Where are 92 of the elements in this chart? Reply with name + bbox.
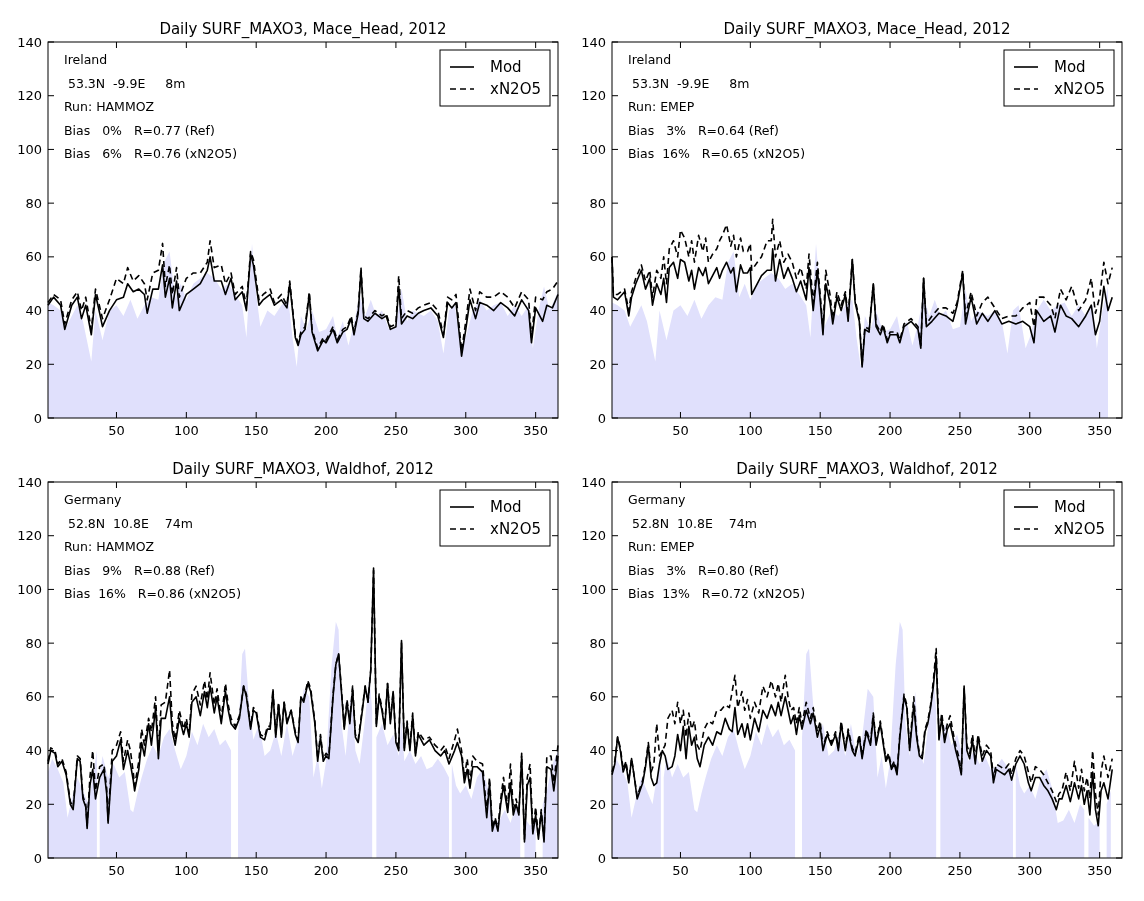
x-tick-label: 350 bbox=[1087, 423, 1113, 438]
y-tick-label: 100 bbox=[17, 581, 42, 597]
x-tick-label: 250 bbox=[383, 863, 409, 878]
x-tick-label: 300 bbox=[453, 863, 479, 878]
x-tick-label: 250 bbox=[947, 863, 973, 878]
y-tick-label: 100 bbox=[581, 141, 606, 157]
y-tick-label: 80 bbox=[25, 635, 42, 651]
y-tick-label: 0 bbox=[597, 850, 606, 866]
y-tick-label: 80 bbox=[589, 635, 606, 651]
annotation: Bias 16% R=0.86 (xN2O5) bbox=[64, 586, 242, 601]
annotation: 52.8N 10.8E 74m bbox=[64, 515, 193, 531]
y-tick-label: 0 bbox=[33, 850, 42, 866]
x-tick-label: 50 bbox=[672, 423, 689, 438]
y-tick-label: 60 bbox=[589, 249, 606, 265]
annotation: 53.3N -9.9E 8m bbox=[628, 75, 750, 91]
chart-title: Daily SURF_MAXO3, Mace_Head, 2012 bbox=[159, 20, 447, 39]
x-tick-label: 100 bbox=[173, 423, 199, 438]
annotation: Germany bbox=[64, 492, 123, 507]
legend-label: Mod bbox=[490, 58, 522, 76]
x-tick-label: 100 bbox=[173, 863, 199, 878]
y-tick-label: 120 bbox=[581, 88, 606, 104]
legend-label: xN2O5 bbox=[1054, 80, 1105, 98]
y-tick-label: 140 bbox=[581, 474, 606, 490]
y-tick-label: 120 bbox=[17, 528, 42, 544]
y-tick-label: 40 bbox=[25, 743, 42, 759]
x-tick-label: 250 bbox=[947, 423, 973, 438]
y-tick-label: 60 bbox=[25, 689, 42, 705]
annotation: 53.3N -9.9E 8m bbox=[64, 75, 186, 91]
x-tick-label: 50 bbox=[672, 863, 689, 878]
legend-label: xN2O5 bbox=[490, 520, 541, 538]
annotation: Run: EMEP bbox=[628, 539, 695, 554]
legend-label: xN2O5 bbox=[490, 80, 541, 98]
y-tick-label: 40 bbox=[25, 303, 42, 319]
chart-title: Daily SURF_MAXO3, Waldhof, 2012 bbox=[736, 460, 998, 479]
x-tick-label: 150 bbox=[243, 423, 269, 438]
y-tick-label: 20 bbox=[25, 796, 42, 812]
y-tick-label: 60 bbox=[25, 249, 42, 265]
y-tick-label: 60 bbox=[589, 689, 606, 705]
annotation: Bias 9% R=0.88 (Ref) bbox=[64, 562, 215, 578]
annotation: Ireland bbox=[628, 52, 672, 67]
x-tick-label: 50 bbox=[108, 423, 125, 438]
x-tick-label: 250 bbox=[383, 423, 409, 438]
x-tick-label: 350 bbox=[523, 863, 549, 878]
legend-label: Mod bbox=[1054, 58, 1086, 76]
y-tick-label: 120 bbox=[581, 528, 606, 544]
x-tick-label: 300 bbox=[1017, 863, 1043, 878]
x-tick-label: 200 bbox=[877, 863, 903, 878]
y-tick-label: 20 bbox=[25, 356, 42, 372]
x-tick-label: 150 bbox=[807, 863, 833, 878]
y-tick-label: 100 bbox=[581, 581, 606, 597]
y-tick-label: 140 bbox=[17, 474, 42, 490]
y-tick-label: 40 bbox=[589, 743, 606, 759]
y-tick-label: 140 bbox=[581, 34, 606, 50]
y-tick-label: 20 bbox=[589, 356, 606, 372]
y-tick-label: 80 bbox=[25, 195, 42, 211]
y-tick-label: 140 bbox=[17, 34, 42, 50]
annotation: Bias 13% R=0.72 (xN2O5) bbox=[628, 586, 806, 601]
annotation: Run: EMEP bbox=[628, 99, 695, 114]
x-tick-label: 200 bbox=[877, 423, 903, 438]
x-tick-label: 350 bbox=[523, 423, 549, 438]
legend-label: Mod bbox=[1054, 498, 1086, 516]
legend-label: xN2O5 bbox=[1054, 520, 1105, 538]
x-tick-label: 300 bbox=[1017, 423, 1043, 438]
annotation: 52.8N 10.8E 74m bbox=[628, 515, 757, 531]
y-tick-label: 40 bbox=[589, 303, 606, 319]
annotation: Bias 0% R=0.77 (Ref) bbox=[64, 122, 215, 138]
y-tick-label: 80 bbox=[589, 195, 606, 211]
x-tick-label: 300 bbox=[453, 423, 479, 438]
x-tick-label: 50 bbox=[108, 863, 125, 878]
annotation: Bias 6% R=0.76 (xN2O5) bbox=[64, 146, 238, 161]
y-tick-label: 0 bbox=[33, 410, 42, 426]
annotation: Germany bbox=[628, 492, 687, 507]
x-tick-label: 150 bbox=[243, 863, 269, 878]
chart-title: Daily SURF_MAXO3, Waldhof, 2012 bbox=[172, 460, 434, 479]
x-tick-label: 100 bbox=[737, 863, 763, 878]
y-tick-label: 20 bbox=[589, 796, 606, 812]
y-tick-label: 120 bbox=[17, 88, 42, 104]
x-tick-label: 150 bbox=[807, 423, 833, 438]
annotation: Run: HAMMOZ bbox=[64, 539, 155, 554]
x-tick-label: 200 bbox=[313, 423, 339, 438]
annotation: Bias 3% R=0.80 (Ref) bbox=[628, 562, 779, 578]
chart-title: Daily SURF_MAXO3, Mace_Head, 2012 bbox=[723, 20, 1011, 39]
annotation: Bias 3% R=0.64 (Ref) bbox=[628, 122, 779, 138]
legend-label: Mod bbox=[490, 498, 522, 516]
y-tick-label: 0 bbox=[597, 410, 606, 426]
x-tick-label: 350 bbox=[1087, 863, 1113, 878]
x-tick-label: 200 bbox=[313, 863, 339, 878]
y-tick-label: 100 bbox=[17, 141, 42, 157]
x-tick-label: 100 bbox=[737, 423, 763, 438]
annotation: Run: HAMMOZ bbox=[64, 99, 155, 114]
annotation: Bias 16% R=0.65 (xN2O5) bbox=[628, 146, 806, 161]
annotation: Ireland bbox=[64, 52, 108, 67]
